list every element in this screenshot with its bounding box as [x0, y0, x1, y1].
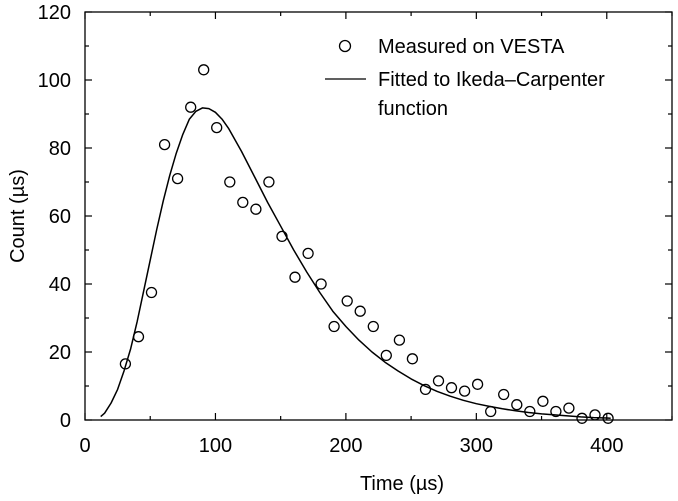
- data-point: [563, 402, 575, 414]
- series-layer: [100, 64, 614, 424]
- data-point: [380, 349, 392, 362]
- y-axis-title: Count (µs): [7, 169, 29, 263]
- data-point: [406, 353, 419, 365]
- data-point: [367, 320, 379, 333]
- data-point: [419, 383, 432, 396]
- data-point: [158, 138, 171, 151]
- tick-labels-layer: 0 100 200 300 400 0 20 40 60 80 100 120: [38, 2, 624, 457]
- data-point: [445, 382, 458, 394]
- legend-label-fitted-line2: function: [378, 98, 448, 120]
- data-point: [354, 305, 366, 317]
- x-tick-label: 200: [329, 435, 362, 457]
- y-tick-label: 100: [38, 70, 71, 92]
- x-tick-label: 400: [590, 435, 623, 457]
- legend: Measured on VESTA Fitted to Ikeda–Carpen…: [325, 36, 605, 120]
- data-point: [211, 121, 223, 134]
- data-point: [432, 375, 445, 387]
- data-point: [315, 278, 327, 290]
- x-tick-label: 100: [199, 435, 232, 457]
- data-point: [171, 172, 184, 185]
- data-point: [589, 409, 601, 421]
- data-point: [145, 286, 158, 299]
- x-tick-label: 0: [79, 435, 90, 457]
- data-point: [537, 395, 549, 407]
- data-point: [471, 378, 484, 390]
- y-tick-label: 120: [38, 2, 71, 24]
- data-point: [263, 176, 275, 188]
- legend-label-measured: Measured on VESTA: [378, 36, 565, 58]
- data-point: [250, 203, 262, 215]
- data-point: [237, 196, 249, 209]
- data-point: [341, 295, 353, 307]
- y-tick-label: 40: [49, 274, 71, 296]
- data-point: [498, 388, 510, 401]
- data-point: [185, 101, 197, 113]
- data-point: [511, 399, 523, 411]
- legend-marker-circle-icon: [338, 39, 352, 53]
- y-tick-label: 80: [49, 138, 71, 160]
- data-point: [302, 247, 314, 260]
- legend-label-fitted-line1: Fitted to Ikeda–Carpenter: [378, 69, 605, 91]
- data-point: [550, 405, 562, 418]
- data-point: [393, 334, 406, 346]
- data-point: [576, 412, 588, 424]
- y-tick-label: 20: [49, 342, 71, 364]
- data-point: [458, 385, 471, 397]
- data-point: [224, 176, 236, 188]
- data-point: [328, 320, 340, 333]
- data-point: [289, 271, 301, 283]
- x-axis-title: Time (µs): [360, 473, 444, 495]
- y-tick-label: 0: [60, 410, 71, 432]
- x-tick-label: 300: [460, 435, 493, 457]
- fit-curve: [100, 107, 611, 420]
- data-point: [198, 64, 210, 76]
- y-tick-label: 60: [49, 206, 71, 228]
- ticks-layer: [84, 11, 673, 421]
